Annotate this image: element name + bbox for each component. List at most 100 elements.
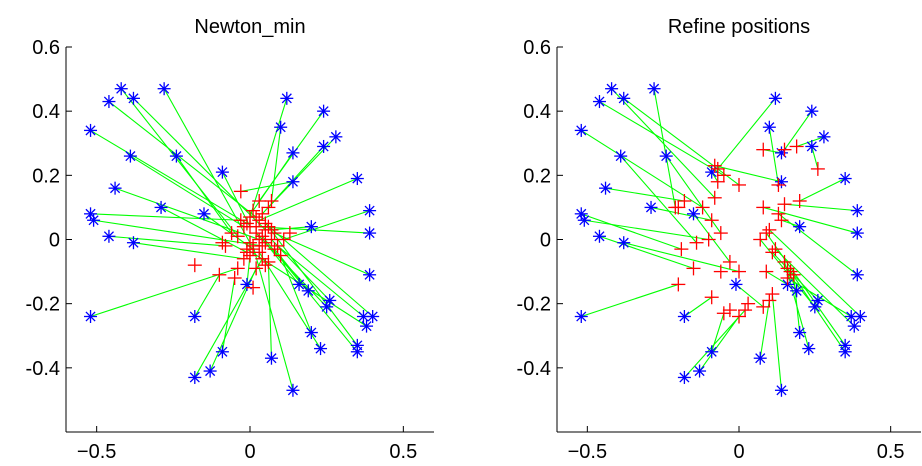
original-point — [304, 220, 318, 234]
estimated-point — [701, 232, 716, 247]
original-point — [574, 310, 588, 323]
link-line — [163, 88, 251, 243]
estimated-point — [741, 296, 756, 311]
estimated-point — [243, 219, 257, 234]
link-line — [623, 97, 740, 186]
estimated-point — [762, 222, 777, 237]
estimated-point — [273, 248, 288, 263]
original-point — [574, 207, 588, 221]
estimated-position-markers — [668, 139, 825, 324]
original-point — [808, 300, 822, 314]
link-line — [581, 283, 679, 318]
link-line — [796, 136, 825, 147]
link-line — [781, 219, 800, 228]
y-tick-label: 0 — [49, 230, 60, 252]
link-line — [133, 97, 266, 231]
link-line — [267, 226, 358, 346]
original-point — [102, 229, 116, 243]
original-point — [838, 345, 852, 359]
original-point — [363, 268, 377, 282]
link-line — [665, 155, 722, 234]
original-point — [363, 204, 377, 218]
x-tick-label: 0 — [733, 441, 744, 463]
estimated-point — [258, 235, 273, 250]
estimated-point — [713, 226, 728, 241]
link-line — [581, 213, 682, 250]
link-line — [133, 242, 244, 260]
estimated-point — [689, 235, 704, 250]
estimated-point — [759, 226, 774, 241]
original-point — [197, 207, 211, 221]
original-point — [617, 236, 631, 250]
original-point — [114, 82, 128, 96]
original-point — [793, 326, 807, 340]
refine-positions-panel: Refine positions -0.4 -0.2 0 0.2 0.4 0.6 −0.5 0… — [517, 16, 921, 463]
estimated-point — [695, 200, 710, 215]
estimated-point — [255, 206, 270, 221]
x-tick-label: 0.5 — [877, 441, 905, 463]
link-line — [267, 261, 273, 359]
y-tick-label: 0.4 — [32, 101, 60, 123]
original-point — [317, 139, 331, 153]
original-point — [264, 351, 278, 365]
link-line — [160, 206, 248, 253]
original-point — [647, 82, 661, 96]
estimated-point — [212, 267, 227, 282]
original-point — [350, 172, 364, 186]
link-line — [114, 187, 260, 241]
x-tick-label: 0 — [244, 441, 255, 463]
original-point — [320, 300, 334, 314]
link-line — [693, 213, 731, 263]
estimated-point — [768, 242, 783, 257]
estimated-point — [756, 142, 771, 157]
original-point — [123, 149, 137, 163]
estimated-point — [732, 309, 746, 324]
link-line — [175, 155, 233, 234]
x-tick-label: −0.5 — [77, 441, 116, 463]
link-line — [653, 88, 676, 208]
y-tick-label: 0.2 — [32, 165, 60, 187]
original-point — [301, 284, 315, 298]
link-line — [264, 223, 374, 317]
link-line — [90, 129, 248, 224]
estimated-point — [780, 271, 795, 285]
original-point — [774, 175, 788, 189]
link-line — [787, 277, 852, 317]
original-point — [644, 200, 658, 214]
original-point — [817, 130, 831, 144]
estimated-point — [255, 251, 270, 266]
original-point — [705, 345, 719, 359]
estimated-point — [233, 213, 248, 228]
link-line — [599, 101, 725, 176]
panel-title: Newton_min — [194, 16, 305, 38]
original-point — [617, 91, 631, 105]
original-point — [677, 310, 691, 323]
link-line — [240, 181, 294, 192]
estimated-point — [771, 177, 786, 192]
estimated-point — [710, 174, 725, 189]
estimated-point — [792, 194, 807, 208]
link-line — [270, 127, 282, 202]
link-line — [714, 165, 782, 183]
original-point — [850, 204, 864, 218]
link-line — [93, 219, 263, 247]
estimated-point — [267, 242, 282, 257]
original-position-markers — [574, 82, 867, 397]
estimated-point — [777, 142, 792, 157]
estimated-point — [239, 242, 254, 257]
original-point — [614, 149, 628, 163]
link-line — [120, 88, 239, 237]
estimated-point — [756, 200, 771, 215]
link-line — [280, 255, 312, 333]
y-tick-label: -0.4 — [26, 358, 60, 380]
original-point — [157, 82, 171, 96]
estimated-point — [215, 235, 230, 250]
estimated-point — [224, 226, 239, 241]
panel-title: Refine positions — [668, 16, 810, 38]
estimated-point — [239, 216, 254, 231]
estimated-point — [246, 280, 261, 295]
original-point — [203, 364, 217, 378]
estimated-point — [716, 168, 731, 183]
link-line — [90, 213, 241, 221]
